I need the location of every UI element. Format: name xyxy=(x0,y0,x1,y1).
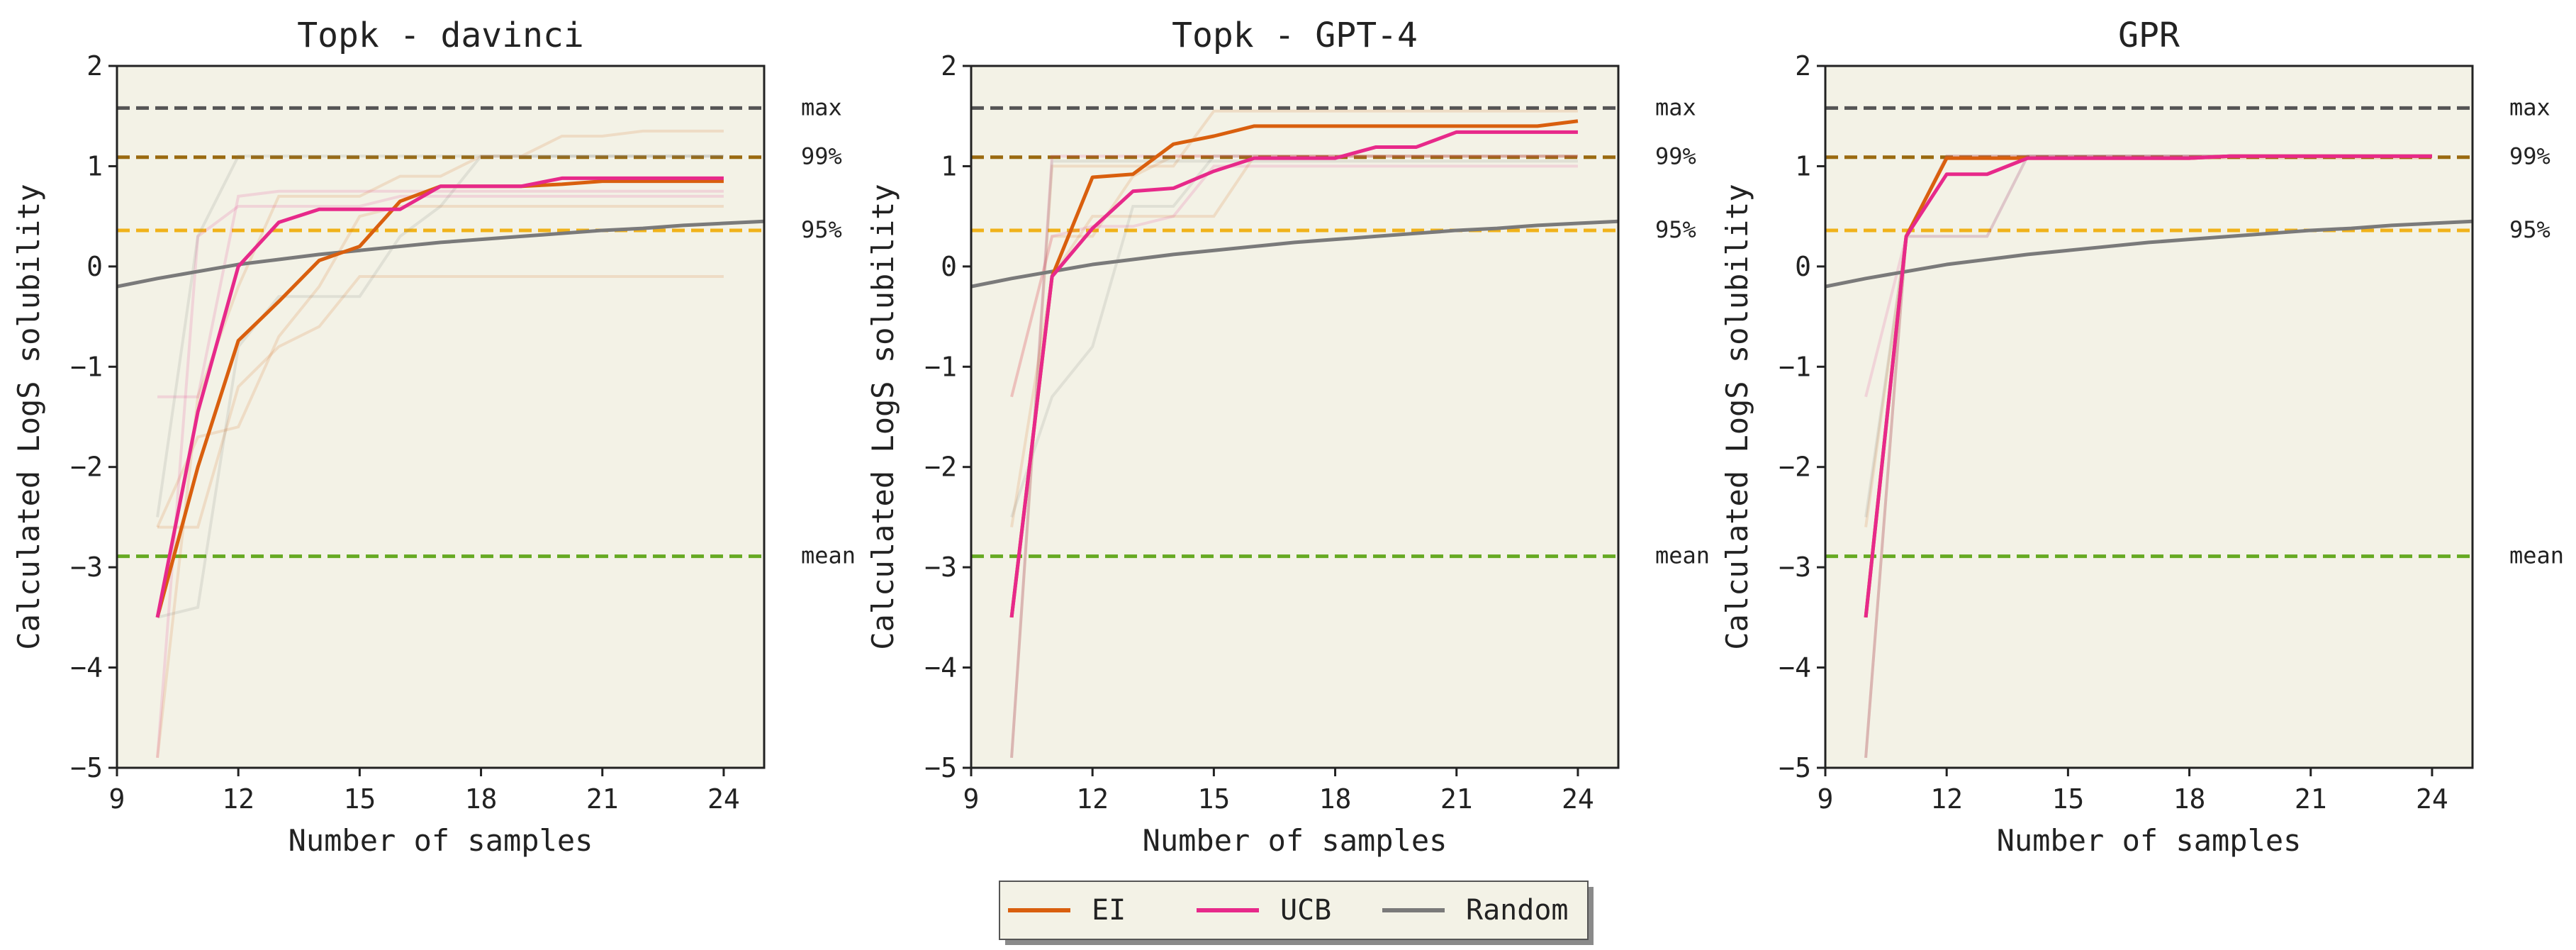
reference-label-mean: mean xyxy=(801,542,856,569)
x-tick-label: 21 xyxy=(1440,783,1473,815)
faint-run-7 xyxy=(1010,160,1578,758)
reference-label-max: max xyxy=(2509,94,2550,121)
reference-label-max: max xyxy=(1655,94,1696,121)
y-tick-label: −4 xyxy=(70,652,103,683)
y-tick-label: −2 xyxy=(924,452,957,483)
x-tick-label: 18 xyxy=(2173,783,2206,815)
series-line-ucb xyxy=(155,176,724,618)
y-tick-label: 0 xyxy=(941,251,957,282)
reference-label-95pct: 95% xyxy=(801,216,842,243)
y-axis-label: Calculated LogS solubility xyxy=(1720,184,1754,649)
faint-run-1 xyxy=(1010,109,1578,758)
y-tick-label: −2 xyxy=(1779,452,1811,483)
x-tick-label: 12 xyxy=(1930,783,1963,815)
plot-frame xyxy=(970,65,1620,769)
reference-label-max: max xyxy=(801,94,842,121)
legend-label-random: Random xyxy=(1466,894,1569,927)
faint-run-3 xyxy=(157,275,724,529)
y-tick-label: −2 xyxy=(70,452,103,483)
reference-label-99pct: 99% xyxy=(1655,143,1696,170)
y-tick-label: 0 xyxy=(86,251,103,282)
chart-title: GPR xyxy=(2118,16,2180,55)
y-tick-label: −3 xyxy=(1779,552,1811,583)
plot-content xyxy=(117,106,764,759)
y-tick-label: −5 xyxy=(1779,752,1811,783)
y-axis-label: Calculated LogS solubility xyxy=(866,184,900,649)
x-tick-label: 18 xyxy=(465,783,498,815)
y-tick-label: 1 xyxy=(1795,150,1811,181)
faint-run-1 xyxy=(156,129,724,759)
legend-box xyxy=(999,881,1589,940)
y-tick-label: −4 xyxy=(1779,652,1811,683)
y-tick-label: −5 xyxy=(70,752,103,783)
x-tick-label: 21 xyxy=(586,783,619,815)
faint-run-2 xyxy=(156,205,724,528)
x-tick-label: 15 xyxy=(2051,783,2084,815)
y-tick-label: 2 xyxy=(86,50,103,82)
x-tick-label: 24 xyxy=(1562,783,1594,815)
series-line-ei xyxy=(1009,119,1579,618)
reference-label-95pct: 95% xyxy=(2509,216,2550,243)
plot-area xyxy=(1825,66,2473,768)
plot-area xyxy=(971,66,1618,768)
reference-label-mean: mean xyxy=(1655,542,1710,569)
plot-frame xyxy=(1824,65,2474,769)
y-tick-label: 1 xyxy=(941,150,957,181)
legend: EI UCB Random xyxy=(999,881,1594,945)
x-tick-label: 9 xyxy=(1818,783,1834,815)
x-tick-label: 18 xyxy=(1319,783,1352,815)
y-tick-label: 1 xyxy=(86,150,103,181)
y-tick-label: −5 xyxy=(924,752,957,783)
x-tick-label: 21 xyxy=(2295,783,2327,815)
x-axis-label: Number of samples xyxy=(289,823,593,858)
y-axis-label: Calculated LogS solubility xyxy=(11,184,46,649)
reference-label-99pct: 99% xyxy=(801,143,842,170)
y-tick-label: −3 xyxy=(924,552,957,583)
x-tick-label: 9 xyxy=(109,783,125,815)
x-tick-label: 12 xyxy=(222,783,254,815)
x-tick-label: 15 xyxy=(343,783,376,815)
reference-label-95pct: 95% xyxy=(1655,216,1696,243)
x-tick-label: 9 xyxy=(963,783,980,815)
y-tick-label: −3 xyxy=(70,552,103,583)
chart-title: Topk - GPT-4 xyxy=(1172,16,1418,55)
y-tick-label: 0 xyxy=(1795,251,1811,282)
faint-run-6 xyxy=(156,155,724,518)
legend-label-ucb: UCB xyxy=(1280,894,1331,927)
x-axis-label: Number of samples xyxy=(1997,823,2302,858)
x-tick-label: 24 xyxy=(707,783,740,815)
series-line-ucb xyxy=(1864,154,2432,618)
x-tick-label: 12 xyxy=(1076,783,1109,815)
series-line-random xyxy=(1825,219,2473,289)
faint-run-4 xyxy=(1010,164,1578,398)
y-tick-label: −1 xyxy=(70,351,103,382)
plot-frame xyxy=(116,65,766,769)
faint-run-4 xyxy=(157,189,724,398)
series-line-random xyxy=(971,219,1618,289)
faint-run-5 xyxy=(1010,155,1578,758)
y-tick-label: −4 xyxy=(924,652,957,683)
reference-label-99pct: 99% xyxy=(2509,143,2550,170)
y-tick-label: −1 xyxy=(1779,351,1811,382)
y-tick-label: 2 xyxy=(941,50,957,82)
x-tick-label: 15 xyxy=(1197,783,1230,815)
chart-title: Topk - davinci xyxy=(297,16,584,55)
y-tick-label: 2 xyxy=(1795,50,1811,82)
reference-label-mean: mean xyxy=(2509,542,2564,569)
y-tick-label: −1 xyxy=(924,351,957,382)
plot-content xyxy=(971,106,1618,758)
legend-label-ei: EI xyxy=(1092,894,1126,927)
series-line-random xyxy=(117,219,764,289)
faint-run-6 xyxy=(1010,155,1578,518)
plot-content xyxy=(1825,106,2473,759)
faint-run-5 xyxy=(156,194,724,759)
x-tick-label: 24 xyxy=(2416,783,2448,815)
x-axis-label: Number of samples xyxy=(1143,823,1447,858)
series-line-ucb xyxy=(1009,130,1578,618)
